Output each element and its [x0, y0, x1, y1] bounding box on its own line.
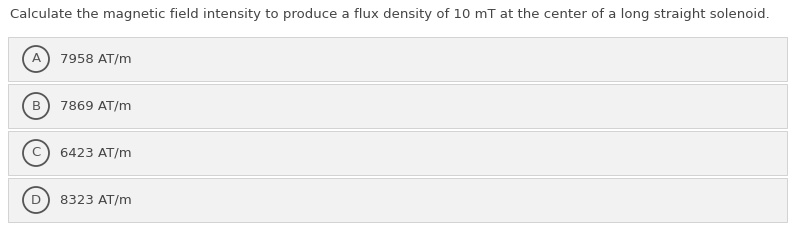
Circle shape — [23, 140, 49, 166]
Text: B: B — [32, 99, 41, 112]
FancyBboxPatch shape — [8, 84, 787, 128]
FancyBboxPatch shape — [8, 178, 787, 222]
Circle shape — [23, 187, 49, 213]
Circle shape — [23, 46, 49, 72]
Text: C: C — [31, 147, 41, 159]
Text: D: D — [31, 194, 41, 206]
FancyBboxPatch shape — [8, 131, 787, 175]
Text: 7958 AT/m: 7958 AT/m — [60, 52, 132, 65]
Text: 8323 AT/m: 8323 AT/m — [60, 194, 132, 206]
Text: A: A — [32, 52, 41, 65]
Text: 7869 AT/m: 7869 AT/m — [60, 99, 131, 112]
Text: 6423 AT/m: 6423 AT/m — [60, 147, 132, 159]
Circle shape — [23, 93, 49, 119]
FancyBboxPatch shape — [8, 37, 787, 81]
Text: Calculate the magnetic field intensity to produce a flux density of 10 mT at the: Calculate the magnetic field intensity t… — [10, 8, 770, 21]
